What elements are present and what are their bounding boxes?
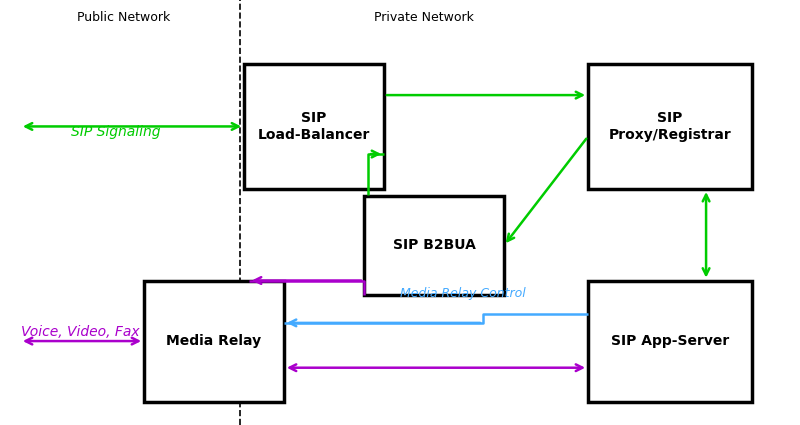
Bar: [588, 280, 752, 402]
Text: SIP Signaling: SIP Signaling: [71, 125, 161, 139]
Text: SIP App-Server: SIP App-Server: [611, 334, 729, 348]
Text: Private Network: Private Network: [374, 11, 474, 24]
Bar: [588, 64, 752, 189]
Text: Media Relay: Media Relay: [166, 334, 262, 348]
Text: Media Relay Control: Media Relay Control: [400, 286, 526, 300]
Bar: [364, 196, 504, 295]
Bar: [244, 64, 384, 189]
Text: Public Network: Public Network: [78, 11, 170, 24]
Bar: [144, 280, 284, 402]
Text: SIP
Proxy/Registrar: SIP Proxy/Registrar: [609, 111, 731, 142]
Text: SIP B2BUA: SIP B2BUA: [393, 238, 475, 252]
Text: SIP
Load-Balancer: SIP Load-Balancer: [258, 111, 370, 142]
Text: Voice, Video, Fax: Voice, Video, Fax: [21, 325, 139, 338]
